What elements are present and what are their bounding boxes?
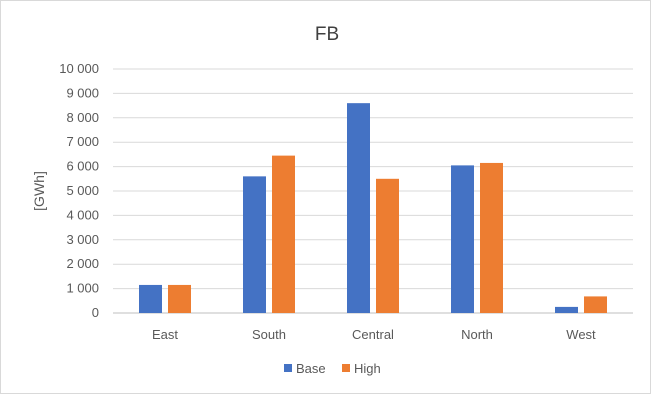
y-tick-label: 5 000 bbox=[66, 183, 99, 198]
bar-high-central bbox=[376, 178, 399, 313]
legend-swatch-high bbox=[342, 364, 350, 372]
x-tick-label: Central bbox=[352, 327, 394, 342]
legend-swatch-base bbox=[284, 364, 292, 372]
bar-base-north bbox=[451, 165, 474, 313]
legend-label-base: Base bbox=[296, 361, 326, 376]
bar-high-north bbox=[480, 162, 503, 313]
x-tick-label: West bbox=[566, 327, 596, 342]
bar-base-west bbox=[555, 306, 578, 313]
y-tick-label: 0 bbox=[92, 305, 99, 320]
bar-high-east bbox=[168, 284, 191, 313]
y-tick-label: 3 000 bbox=[66, 232, 99, 247]
x-tick-label: North bbox=[461, 327, 493, 342]
bar-base-central bbox=[347, 103, 370, 313]
bar-high-south bbox=[272, 155, 295, 313]
bar-high-west bbox=[584, 296, 607, 313]
x-tick-label: East bbox=[152, 327, 178, 342]
y-tick-label: 8 000 bbox=[66, 110, 99, 125]
y-tick-label: 7 000 bbox=[66, 134, 99, 149]
y-tick-label: 9 000 bbox=[66, 85, 99, 100]
y-axis-title: [GWh] bbox=[31, 171, 47, 211]
y-tick-label: 6 000 bbox=[66, 159, 99, 174]
bar-base-east bbox=[139, 284, 162, 313]
legend: Base High bbox=[284, 361, 381, 376]
y-tick-label: 4 000 bbox=[66, 207, 99, 222]
x-tick-label: South bbox=[252, 327, 286, 342]
y-axis-ticks: 0 1 000 2 000 3 000 4 000 5 000 6 000 7 000 8 00… bbox=[59, 61, 99, 320]
bar-base-south bbox=[243, 176, 266, 313]
legend-label-high: High bbox=[354, 361, 381, 376]
x-axis-ticks: East South Central North West bbox=[152, 327, 596, 342]
y-tick-label: 1 000 bbox=[66, 281, 99, 296]
y-tick-label: 2 000 bbox=[66, 256, 99, 271]
gridlines bbox=[113, 68, 633, 314]
bars bbox=[139, 103, 607, 313]
chart-title: FB bbox=[315, 24, 339, 45]
y-tick-label: 10 000 bbox=[59, 61, 99, 76]
